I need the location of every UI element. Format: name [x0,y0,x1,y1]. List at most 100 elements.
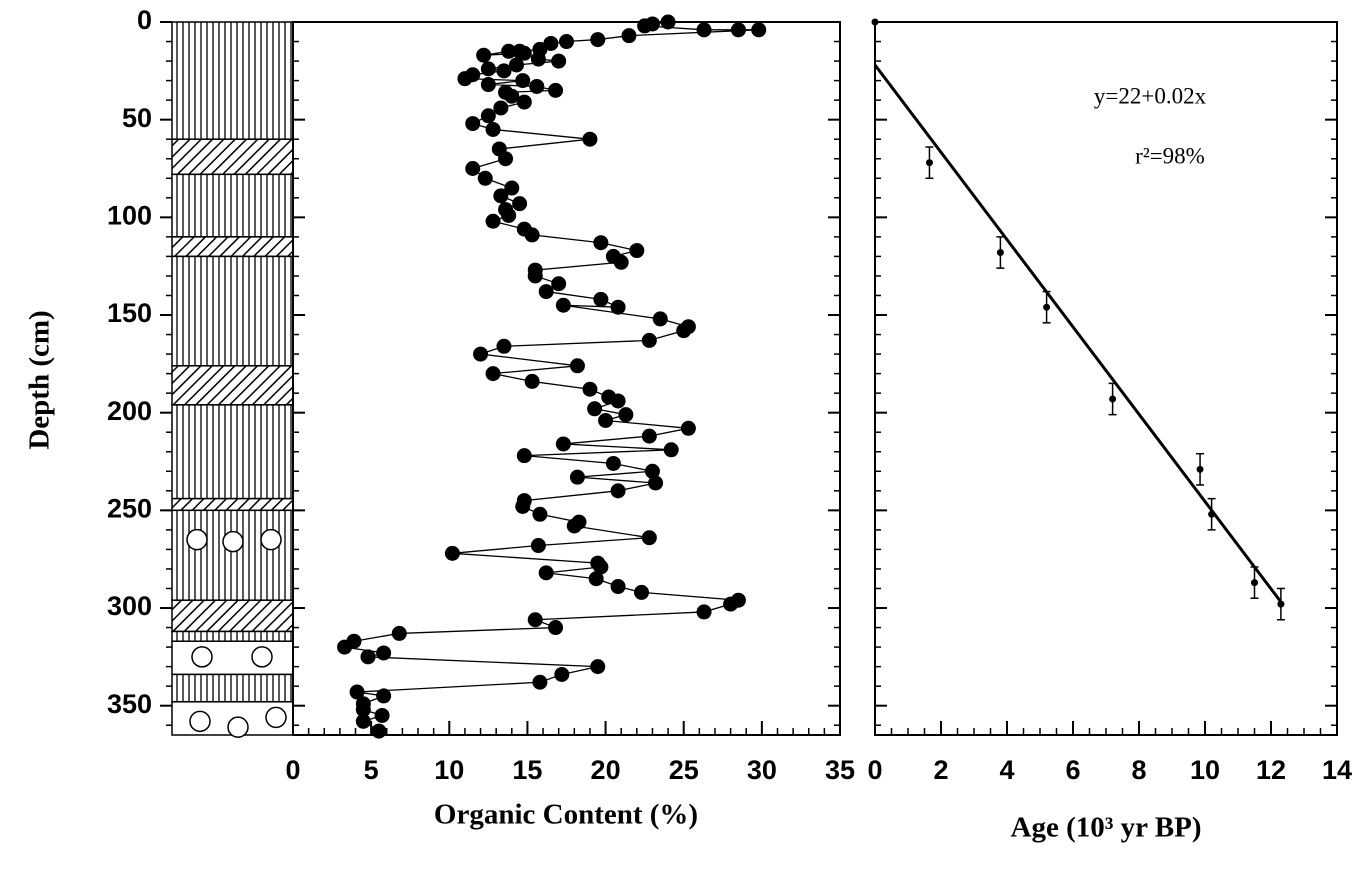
data-point [559,34,574,50]
lithology-gravel [265,706,287,729]
data-point [660,14,676,30]
data-point [524,227,540,243]
data-point [641,530,657,546]
data-point [1277,600,1285,608]
annotation: r²=98% [1135,143,1205,168]
lithology-layer [171,21,294,140]
data-point [496,63,512,79]
lithology-layer [171,255,294,367]
data-point [590,659,606,675]
data-point [515,498,531,514]
data-point [629,243,645,259]
x-tick-label: 14 [1322,755,1352,785]
y-tick-label: 100 [107,200,152,230]
data-point [637,18,653,34]
data-point [641,332,657,348]
x-tick-label: 5 [364,755,379,785]
data-point [569,358,585,374]
x-tick-label: 25 [669,755,699,785]
data-point [457,71,473,87]
x-tick-label: 6 [1065,755,1080,785]
data-point [530,51,546,67]
data-point [548,620,564,636]
data-point [527,612,543,628]
x-axis-title: Age (10³ yr BP) [1011,812,1202,844]
data-point [593,235,609,251]
y-tick-label: 0 [137,5,152,35]
data-point [376,688,392,704]
data-point [538,565,554,581]
data-point [696,604,712,620]
data-point [730,22,746,38]
lithology-layer [171,509,294,601]
lithology-gravel [186,528,208,551]
data-point [516,448,532,464]
y-tick-label: 250 [107,493,152,523]
lithology-layer [171,497,294,512]
data-point [1208,510,1216,518]
data-point [593,559,609,575]
annotation: y=22+0.02x [1094,83,1207,108]
data-point [723,596,739,612]
data-point [613,254,629,270]
data-point [529,78,545,94]
data-point [477,170,493,186]
data-point [1043,303,1051,311]
data-point [504,88,520,104]
data-point [473,346,489,362]
data-point [516,45,532,61]
plot-frame [292,21,841,736]
x-tick-label: 0 [285,755,300,785]
x-axis-title: Organic Content (%) [434,799,698,831]
x-tick-label: 10 [434,755,464,785]
x-tick-label: 12 [1256,755,1286,785]
data-point [493,188,509,204]
data-point [512,196,528,212]
data-point [391,625,407,641]
data-point [524,373,540,389]
lithology-gravel [189,710,211,733]
data-point [996,249,1004,257]
data-point [566,518,582,534]
data-point [516,94,532,110]
data-point [501,207,517,223]
data-point [551,53,567,69]
data-point [532,674,548,690]
data-point [696,22,712,38]
data-point [555,297,571,313]
data-point [554,666,570,682]
data-point [355,713,371,729]
data-point [374,707,390,723]
x-tick-label: 0 [867,755,882,785]
y-tick-label: 350 [107,689,152,719]
data-point [498,151,514,167]
data-point [493,100,509,116]
lithology-layer [171,138,294,176]
data-point [598,412,614,428]
lithology-layer [171,640,294,676]
data-point [610,299,626,315]
lithology-layer [171,404,294,500]
data-point [349,684,365,700]
data-point [925,159,933,167]
lithology-gravel [222,530,244,553]
data-point [1109,395,1117,403]
lithology-layer [171,673,294,703]
y-tick-label: 200 [107,396,152,426]
data-point [465,116,481,132]
lithology-gravel [251,646,273,668]
y-tick-label: 300 [107,591,152,621]
data-point [376,645,392,661]
data-point [680,420,696,436]
data-point [663,442,679,458]
data-point [485,121,501,137]
data-point [508,57,524,73]
x-tick-label: 35 [825,755,855,785]
lithology-layer [171,173,294,238]
data-point [648,475,664,491]
data-point [465,161,481,177]
data-point [480,108,496,124]
data-point [496,338,512,354]
data-point [610,579,626,595]
y-tick-label: 50 [122,103,152,133]
